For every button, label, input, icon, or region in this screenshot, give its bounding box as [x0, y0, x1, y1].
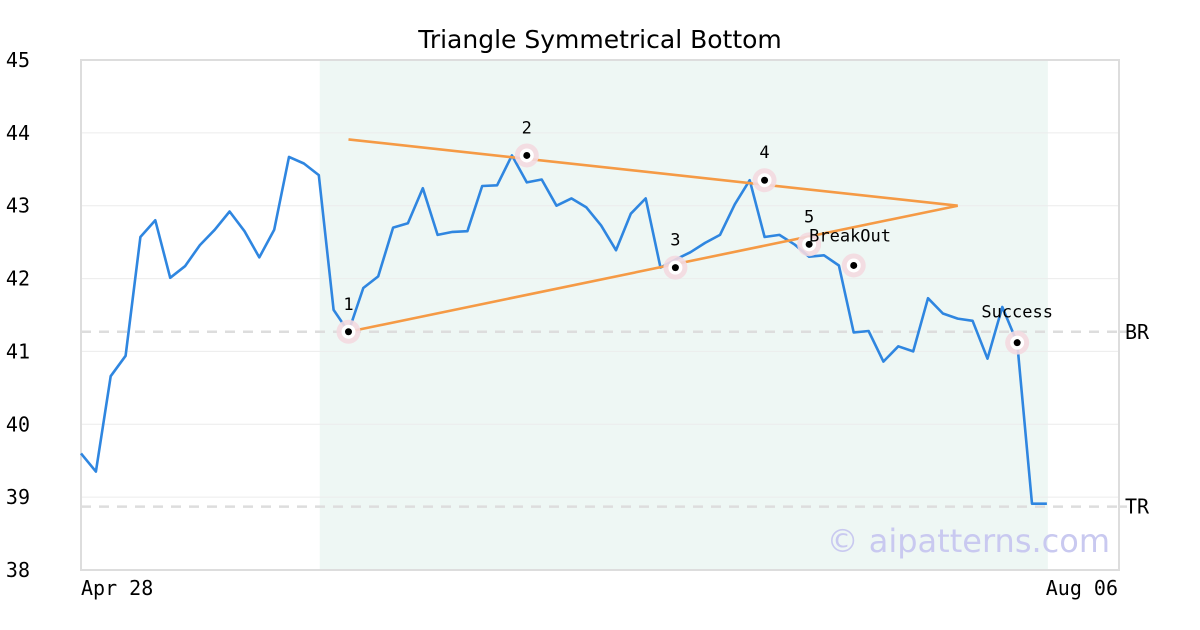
gridlines [80, 59, 1120, 571]
y-tick-label: 43 [6, 194, 30, 218]
x-tick-label-start: Apr 28 [81, 576, 153, 600]
y-tick-label: 44 [6, 121, 30, 145]
pattern-point [1013, 339, 1021, 347]
pattern-point [523, 151, 531, 159]
triangle-trendlines [348, 138, 959, 334]
background-layer [319, 60, 1048, 570]
pattern-point-label: 5 [804, 207, 814, 227]
trendline-lower [348, 204, 959, 334]
trendline-upper [348, 138, 958, 208]
y-tick-label: 40 [6, 412, 30, 436]
pattern-point-label: 1 [343, 295, 353, 315]
chart-title: Triangle Symmetrical Bottom [417, 25, 782, 54]
y-tick-label: 41 [6, 339, 30, 363]
y-tick-label: 45 [6, 48, 30, 72]
pattern-highlight-band [319, 60, 1048, 570]
plot-frame [80, 59, 1120, 571]
reference-lines [81, 330, 1127, 508]
price-series [79, 154, 1047, 506]
pattern-points [336, 143, 1030, 355]
x-tick-label-end: Aug 06 [1046, 576, 1118, 600]
reference-line-label: TR [1125, 495, 1150, 519]
pattern-point-label: 2 [522, 118, 532, 138]
y-tick-label: 42 [6, 267, 30, 291]
breakout-annotation: BreakOut [809, 226, 891, 246]
pattern-point [344, 328, 352, 336]
pattern-point-label: 4 [759, 143, 769, 163]
y-tick-label: 39 [6, 485, 30, 509]
price-line [79, 154, 1047, 506]
reference-line-label: BR [1125, 320, 1150, 344]
pattern-point-label: 3 [670, 231, 680, 251]
pattern-point [671, 264, 679, 272]
y-tick-label: 38 [6, 558, 30, 582]
pattern-point [805, 240, 813, 248]
pattern-point [850, 261, 858, 269]
pattern-point [761, 176, 769, 184]
success-annotation: Success [981, 303, 1053, 323]
watermark: © aipatterns.com [827, 522, 1110, 560]
